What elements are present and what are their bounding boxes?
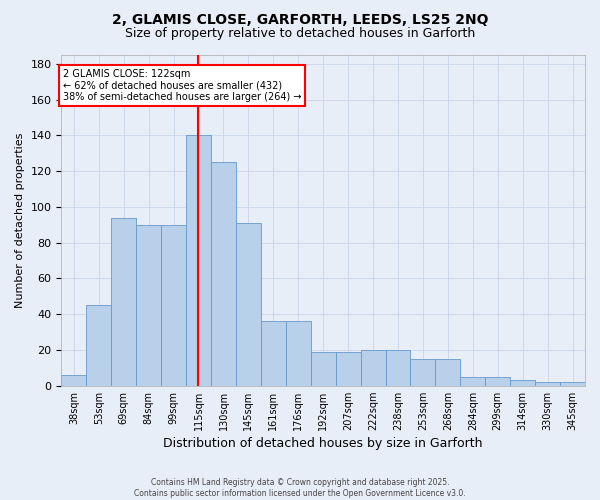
Bar — [211, 162, 236, 386]
Text: Contains HM Land Registry data © Crown copyright and database right 2025.
Contai: Contains HM Land Registry data © Crown c… — [134, 478, 466, 498]
Bar — [436, 359, 460, 386]
Bar — [535, 382, 560, 386]
Bar — [236, 223, 261, 386]
Bar — [86, 306, 111, 386]
Y-axis label: Number of detached properties: Number of detached properties — [15, 132, 25, 308]
Bar — [485, 377, 510, 386]
Text: Size of property relative to detached houses in Garforth: Size of property relative to detached ho… — [125, 28, 475, 40]
Text: 2 GLAMIS CLOSE: 122sqm
← 62% of detached houses are smaller (432)
38% of semi-de: 2 GLAMIS CLOSE: 122sqm ← 62% of detached… — [62, 69, 301, 102]
Bar — [311, 352, 335, 386]
Bar — [410, 359, 436, 386]
Text: 2, GLAMIS CLOSE, GARFORTH, LEEDS, LS25 2NQ: 2, GLAMIS CLOSE, GARFORTH, LEEDS, LS25 2… — [112, 12, 488, 26]
Bar — [161, 225, 186, 386]
Bar — [111, 218, 136, 386]
Bar — [186, 136, 211, 386]
Bar — [460, 377, 485, 386]
Bar — [335, 352, 361, 386]
Bar — [386, 350, 410, 386]
Bar — [136, 225, 161, 386]
Bar — [361, 350, 386, 386]
Bar — [560, 382, 585, 386]
Bar — [61, 375, 86, 386]
Bar — [286, 322, 311, 386]
Bar — [261, 322, 286, 386]
X-axis label: Distribution of detached houses by size in Garforth: Distribution of detached houses by size … — [163, 437, 483, 450]
Bar — [510, 380, 535, 386]
